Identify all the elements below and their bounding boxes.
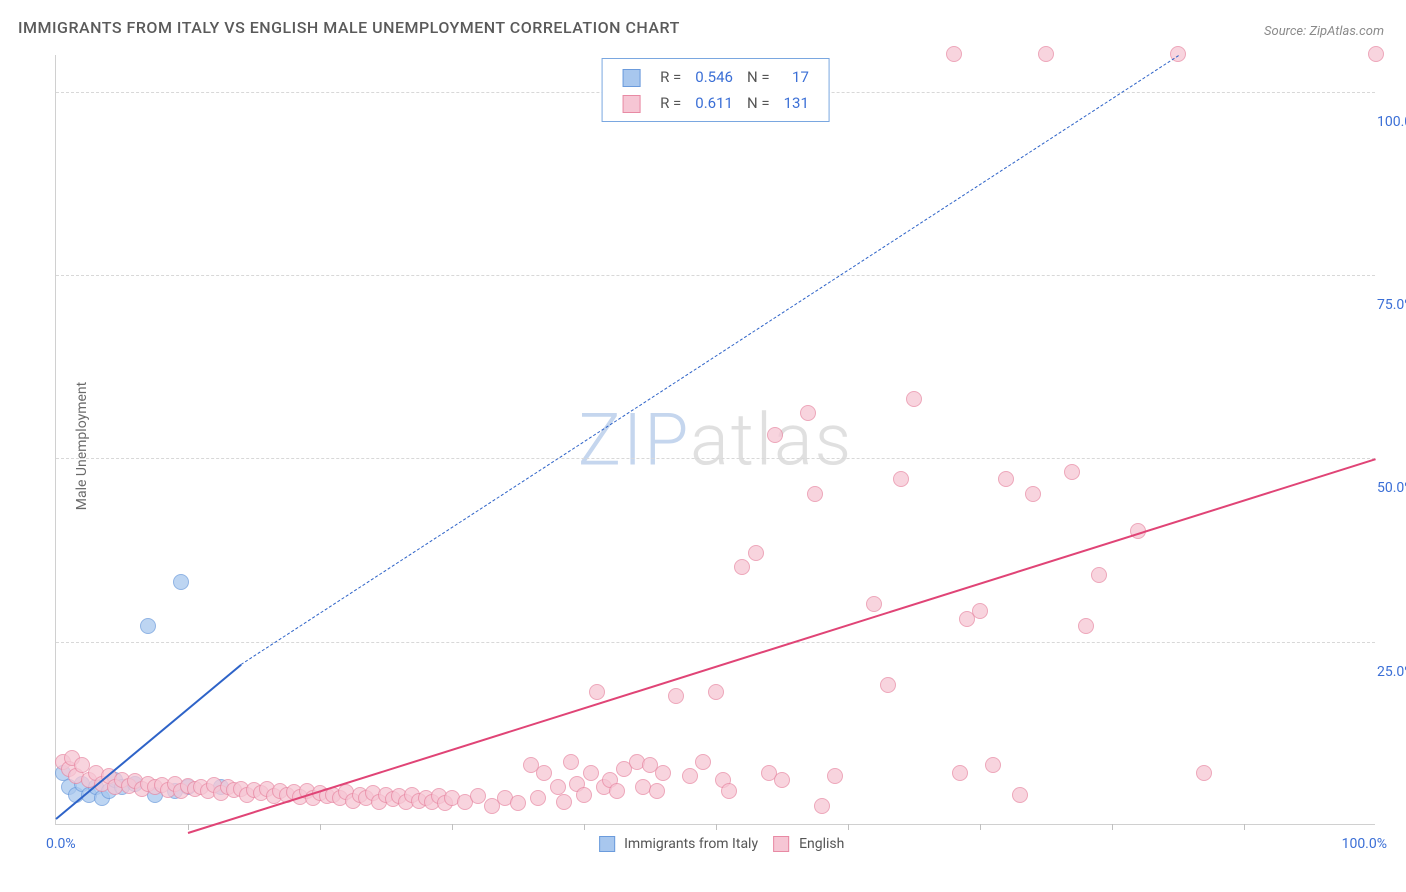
legend-row-series-1: R = 0.611 N = 131	[616, 91, 815, 115]
data-point	[536, 765, 552, 781]
data-point	[682, 768, 698, 784]
source-name: ZipAtlas.com	[1309, 24, 1384, 39]
data-point	[721, 783, 737, 799]
data-point	[748, 545, 764, 561]
data-point	[530, 790, 546, 806]
r-label: R =	[654, 91, 687, 115]
data-point	[1368, 46, 1384, 62]
n-value-series-1: 131	[778, 91, 815, 115]
data-point	[510, 795, 526, 811]
y-tick-label: 100.0%	[1377, 114, 1406, 130]
gridline	[56, 642, 1375, 643]
legend-row-series-0: R = 0.546 N = 17	[616, 65, 815, 89]
data-point	[1091, 567, 1107, 583]
correlation-legend: R = 0.546 N = 17 R = 0.611 N = 131	[601, 58, 830, 122]
source-prefix: Source:	[1264, 24, 1309, 39]
x-tick-mark	[452, 824, 453, 830]
plot-area: ZIPatlas R = 0.546 N = 17 R = 0.611 N = …	[55, 55, 1375, 825]
x-tick-max: 100.0%	[1342, 836, 1387, 852]
r-value-series-1: 0.611	[689, 91, 739, 115]
r-label: R =	[654, 65, 687, 89]
data-point	[173, 574, 189, 590]
swatch-series-1-bottom	[774, 836, 790, 852]
data-point	[1025, 486, 1041, 502]
gridline	[56, 275, 1375, 276]
data-point	[814, 798, 830, 814]
data-point	[563, 754, 579, 770]
swatch-series-0-bottom	[599, 836, 615, 852]
data-point	[893, 471, 909, 487]
x-tick-mark	[848, 824, 849, 830]
x-tick-mark	[1244, 824, 1245, 830]
data-point	[1064, 464, 1080, 480]
x-tick-mark	[188, 824, 189, 830]
data-point	[998, 471, 1014, 487]
chart-title: IMMIGRANTS FROM ITALY VS ENGLISH MALE UN…	[18, 18, 680, 37]
swatch-series-0	[622, 69, 640, 87]
data-point	[985, 757, 1001, 773]
data-point	[1078, 618, 1094, 634]
x-tick-mark	[980, 824, 981, 830]
data-point	[946, 46, 962, 62]
data-point	[550, 779, 566, 795]
data-point	[583, 765, 599, 781]
x-tick-mark	[320, 824, 321, 830]
data-point	[866, 596, 882, 612]
data-point	[649, 783, 665, 799]
data-point	[1012, 787, 1028, 803]
series-legend: Immigrants from Italy English	[587, 836, 845, 852]
data-point	[827, 768, 843, 784]
data-point	[708, 684, 724, 700]
gridline	[56, 458, 1375, 459]
n-label: N =	[741, 65, 776, 89]
y-tick-label: 75.0%	[1377, 297, 1406, 313]
legend-label-series-1: English	[799, 836, 844, 852]
x-tick-min: 0.0%	[46, 836, 76, 852]
data-point	[972, 603, 988, 619]
data-point	[695, 754, 711, 770]
data-point	[774, 772, 790, 788]
data-point	[807, 486, 823, 502]
data-point	[655, 765, 671, 781]
regression-line	[241, 55, 1179, 665]
data-point	[556, 794, 572, 810]
y-tick-label: 50.0%	[1377, 480, 1406, 496]
data-point	[1196, 765, 1212, 781]
data-point	[576, 787, 592, 803]
legend-label-series-0: Immigrants from Italy	[624, 836, 758, 852]
n-value-series-0: 17	[778, 65, 815, 89]
data-point	[800, 405, 816, 421]
data-point	[906, 391, 922, 407]
x-tick-mark	[716, 824, 717, 830]
data-point	[880, 677, 896, 693]
data-point	[668, 688, 684, 704]
data-point	[767, 427, 783, 443]
x-tick-mark	[584, 824, 585, 830]
x-tick-mark	[1112, 824, 1113, 830]
data-point	[140, 618, 156, 634]
data-point	[1038, 46, 1054, 62]
r-value-series-0: 0.546	[689, 65, 739, 89]
data-point	[952, 765, 968, 781]
swatch-series-1	[622, 95, 640, 113]
y-tick-label: 25.0%	[1377, 664, 1406, 680]
source-attribution: Source: ZipAtlas.com	[1264, 24, 1384, 39]
n-label: N =	[741, 91, 776, 115]
data-point	[609, 783, 625, 799]
data-point	[589, 684, 605, 700]
data-point	[734, 559, 750, 575]
